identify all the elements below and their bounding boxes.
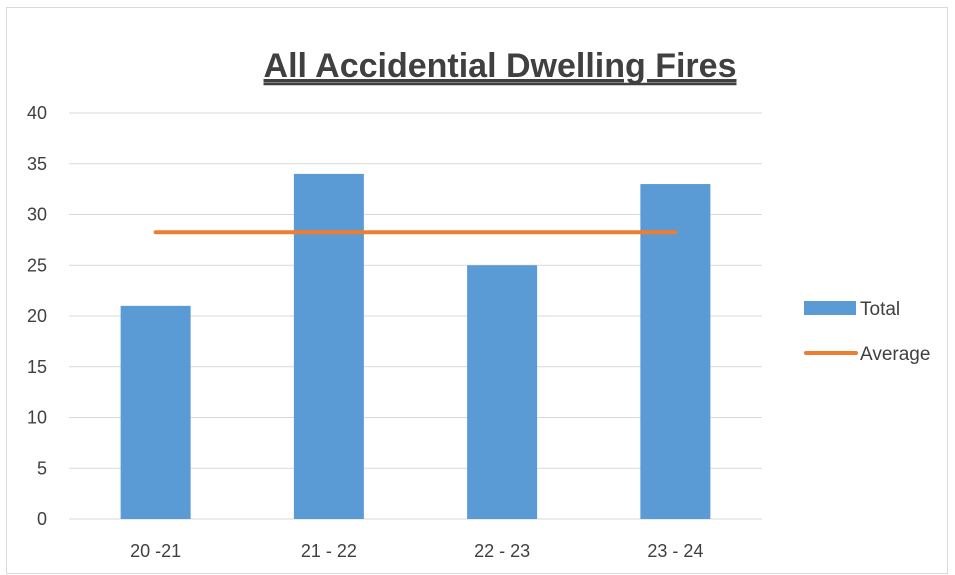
x-axis: 20 -21 21 - 22 22 - 23 23 - 24 (130, 541, 703, 561)
legend: Total Average (804, 299, 930, 365)
x-tick-label: 20 -21 (130, 541, 181, 561)
y-axis: 0 5 10 15 20 25 30 35 40 (27, 103, 47, 529)
y-tick-label: 40 (27, 103, 47, 123)
x-tick-label: 22 - 23 (474, 541, 530, 561)
y-tick-label: 35 (27, 154, 47, 174)
y-tick-label: 15 (27, 357, 47, 377)
bar-23-24 (640, 184, 711, 520)
x-tick-label: 23 - 24 (647, 541, 703, 561)
legend-label-average: Average (860, 344, 930, 365)
bar-20-21 (120, 305, 191, 519)
y-tick-label: 0 (37, 509, 47, 529)
chart-title: All Accidential Dwelling Fires (264, 47, 737, 85)
bar-21-22 (293, 173, 364, 519)
legend-label-total: Total (860, 299, 900, 320)
y-tick-label: 20 (27, 306, 47, 326)
y-tick-label: 5 (37, 458, 47, 478)
bar-series-total (120, 173, 711, 520)
y-tick-label: 30 (27, 205, 47, 225)
legend-swatch-total (804, 301, 856, 315)
y-tick-label: 25 (27, 255, 47, 275)
bar-22-23 (467, 265, 538, 519)
x-tick-label: 21 - 22 (301, 541, 357, 561)
y-tick-label: 10 (27, 408, 47, 428)
